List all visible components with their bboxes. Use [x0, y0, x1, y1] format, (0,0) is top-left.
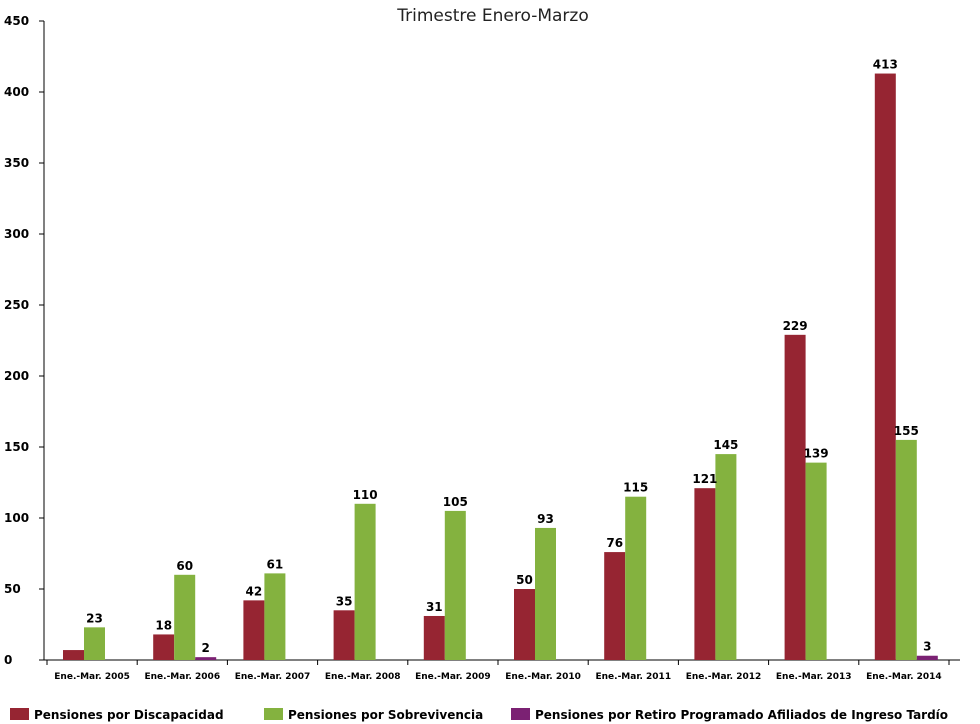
- bar-2: [84, 627, 105, 660]
- bar-1: [694, 488, 716, 660]
- data-label: 61: [267, 557, 284, 571]
- y-tick-label: 400: [4, 85, 29, 99]
- bar-1: [243, 600, 265, 660]
- data-label: 50: [516, 573, 533, 587]
- legend-label: Pensiones por Discapacidad: [34, 708, 224, 722]
- data-label: 60: [176, 559, 193, 573]
- bars: [63, 73, 938, 661]
- data-label: 121: [692, 472, 717, 486]
- x-tick-label: Ene.-Mar. 2006: [144, 672, 220, 682]
- x-tick-label: Ene.-Mar. 2014: [866, 672, 942, 682]
- bar-2: [174, 574, 196, 660]
- data-label: 76: [606, 536, 623, 550]
- y-tick-label: 300: [4, 227, 29, 241]
- bar-3: [916, 655, 938, 660]
- y-tick-label: 0: [4, 653, 12, 667]
- data-label: 110: [353, 488, 378, 502]
- x-tick-label: Ene.-Mar. 2009: [415, 672, 491, 682]
- bar-2: [805, 462, 827, 660]
- data-label: 145: [713, 438, 738, 452]
- x-tick-label: Ene.-Mar. 2008: [325, 672, 401, 682]
- legend: Pensiones por Discapacidad Pensiones por …: [10, 708, 948, 722]
- bar-3: [195, 657, 217, 660]
- bar-2: [354, 503, 376, 660]
- y-axis: 0 50 100 150 200 250 300 350 400 450: [4, 14, 45, 667]
- y-tick-label: 250: [4, 298, 29, 312]
- bar-2: [895, 439, 917, 660]
- data-label: 115: [623, 481, 648, 495]
- data-label: 139: [804, 447, 829, 461]
- data-label: 35: [336, 594, 353, 608]
- bar-2: [715, 454, 737, 660]
- legend-swatch: [10, 708, 29, 720]
- bar-1: [874, 73, 896, 661]
- x-tick-label: Ene.-Mar. 2012: [686, 672, 762, 682]
- data-label: 42: [246, 584, 263, 598]
- x-tick-label: Ene.-Mar. 2013: [776, 672, 852, 682]
- bar-1: [153, 634, 175, 660]
- y-tick-label: 100: [4, 511, 29, 525]
- x-tick-label: Ene.-Mar. 2007: [235, 672, 311, 682]
- data-label: 93: [537, 512, 554, 526]
- legend-swatch: [511, 708, 530, 720]
- chart-title: Trimestre Enero-Marzo: [396, 6, 588, 26]
- legend-swatch: [264, 708, 283, 720]
- data-label: 413: [873, 58, 898, 72]
- x-tick-label: Ene.-Mar. 2011: [595, 672, 671, 682]
- bar-1: [333, 610, 355, 660]
- data-label: 3: [923, 640, 931, 654]
- y-tick-label: 450: [4, 14, 29, 28]
- data-label: 23: [86, 611, 103, 625]
- x-axis: Ene.-Mar. 2005 Ene.-Mar. 2006 Ene.-Mar. 20…: [44, 659, 960, 682]
- data-label: 105: [443, 495, 468, 509]
- x-tick-label: Ene.-Mar. 2010: [505, 672, 581, 682]
- bar-1: [784, 334, 806, 660]
- bar-2: [535, 527, 556, 660]
- data-label: 18: [155, 618, 172, 632]
- data-label: 229: [783, 319, 808, 333]
- bar-1: [63, 650, 84, 660]
- y-tick-label: 200: [4, 369, 29, 383]
- y-tick-label: 350: [4, 156, 29, 170]
- legend-label: Pensiones por Sobrevivencia: [288, 708, 483, 722]
- bar-2: [625, 496, 647, 660]
- y-tick-label: 50: [4, 582, 21, 596]
- bar-1: [514, 589, 535, 660]
- bar-2: [444, 510, 466, 660]
- data-label: 155: [894, 424, 919, 438]
- legend-label: Pensiones por Retiro Programado Afiliado…: [535, 708, 948, 722]
- data-label: 2: [202, 641, 210, 655]
- data-label: 31: [426, 600, 443, 614]
- y-tick-label: 150: [4, 440, 29, 454]
- bar-1: [604, 552, 626, 660]
- bar-1: [423, 615, 445, 660]
- x-tick-label: Ene.-Mar. 2005: [54, 672, 130, 682]
- bar-2: [264, 573, 286, 660]
